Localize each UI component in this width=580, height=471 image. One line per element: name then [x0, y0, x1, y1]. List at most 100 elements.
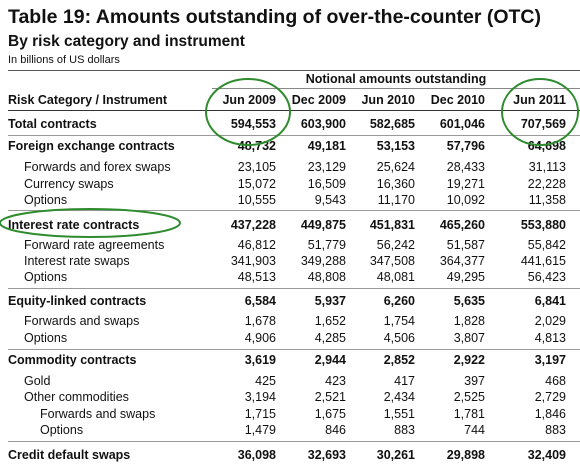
cell: 1,846: [534, 407, 566, 421]
cell: 1,479: [244, 423, 276, 437]
row-label: Options: [24, 270, 68, 284]
subtitle: By risk category and instrument: [8, 33, 245, 50]
cell: 29,898: [446, 448, 485, 462]
cell: 31,113: [528, 160, 566, 174]
cell: 397: [464, 374, 485, 388]
row-label: Forwards and swaps: [24, 314, 140, 328]
cell: 449,875: [300, 218, 346, 232]
rule: [8, 135, 580, 136]
section-label: Credit default swaps: [8, 448, 131, 462]
cell: 441,615: [520, 254, 566, 268]
cell: 36,098: [237, 448, 276, 462]
cell: 744: [464, 423, 485, 437]
cell: 582,685: [369, 117, 415, 131]
column-header: Risk Category / Instrument: [8, 93, 168, 107]
cell: 601,046: [439, 117, 485, 131]
cell: 32,409: [527, 448, 566, 462]
row-label: Interest rate swaps: [24, 254, 130, 268]
row-label: Options: [40, 423, 84, 437]
rule: [8, 349, 580, 350]
cell: 22,228: [527, 177, 566, 191]
cell: 707,569: [520, 117, 566, 131]
row-label: Gold: [24, 374, 51, 388]
cell: 1,754: [383, 314, 415, 328]
highlight-ellipse: [501, 78, 579, 146]
unit-note: In billions of US dollars: [8, 54, 120, 66]
cell: 425: [255, 374, 276, 388]
section-label: Commodity contracts: [8, 353, 137, 367]
cell: 1,828: [453, 314, 485, 328]
rule: [8, 70, 580, 71]
cell: 883: [394, 423, 415, 437]
cell: 2,521: [314, 390, 346, 404]
cell: 16,360: [376, 177, 415, 191]
cell: 55,842: [527, 238, 566, 252]
cell: 32,693: [307, 448, 346, 462]
cell: 48,081: [376, 270, 415, 284]
column-header: Dec 2010: [430, 93, 485, 107]
cell: 437,228: [230, 218, 276, 232]
cell: 1,781: [453, 407, 485, 421]
cell: 465,260: [439, 218, 485, 232]
cell: 883: [545, 423, 566, 437]
row-label: Options: [24, 331, 68, 345]
cell: 9,543: [314, 193, 346, 207]
row-label: Other commodities: [24, 390, 129, 404]
row-label: Options: [24, 193, 68, 207]
rule: [8, 288, 580, 289]
cell: 3,807: [453, 331, 485, 345]
cell: 364,377: [439, 254, 485, 268]
cell: 56,242: [376, 238, 415, 252]
cell: 347,508: [369, 254, 415, 268]
highlight-ellipse: [205, 78, 291, 146]
section-label: Interest rate contracts: [8, 218, 140, 232]
cell: 30,261: [376, 448, 415, 462]
cell: 16,509: [307, 177, 346, 191]
cell: 1,652: [314, 314, 346, 328]
section-label: Foreign exchange contracts: [8, 139, 175, 153]
cell: 48,513: [237, 270, 276, 284]
cell: 4,813: [534, 331, 566, 345]
cell: 1,678: [244, 314, 276, 328]
cell: 603,900: [300, 117, 346, 131]
cell: 1,715: [244, 407, 276, 421]
cell: 2,434: [383, 390, 415, 404]
rule: [8, 110, 580, 111]
cell: 19,271: [446, 177, 485, 191]
cell: 49,295: [446, 270, 485, 284]
cell: 2,944: [314, 353, 346, 367]
cell: 594,553: [230, 117, 276, 131]
cell: 28,433: [446, 160, 485, 174]
cell: 10,555: [237, 193, 276, 207]
column-header: Dec 2009: [291, 93, 346, 107]
cell: 3,197: [534, 353, 566, 367]
column-header: Jun 2010: [361, 93, 415, 107]
group-header: Notional amounts outstanding: [305, 72, 487, 86]
cell: 3,194: [244, 390, 276, 404]
cell: 1,675: [314, 407, 346, 421]
cell: 49,181: [307, 139, 346, 153]
cell: 51,587: [446, 238, 485, 252]
cell: 468: [545, 374, 566, 388]
cell: 2,729: [534, 390, 566, 404]
row-label: Forwards and forex swaps: [24, 160, 171, 174]
cell: 11,170: [377, 193, 415, 207]
cell: 11,358: [528, 193, 566, 207]
cell: 56,423: [527, 270, 566, 284]
cell: 4,906: [244, 331, 276, 345]
cell: 846: [325, 423, 346, 437]
row-label: Currency swaps: [24, 177, 114, 191]
rule: [212, 88, 580, 89]
section-label: Equity-linked contracts: [8, 294, 147, 308]
cell: 553,880: [520, 218, 566, 232]
cell: 51,779: [307, 238, 346, 252]
cell: 451,831: [369, 218, 415, 232]
cell: 341,903: [230, 254, 276, 268]
cell: 2,029: [534, 314, 566, 328]
cell: 57,796: [446, 139, 485, 153]
column-header: Jun 2011: [513, 93, 566, 107]
cell: 23,105: [237, 160, 276, 174]
cell: 25,624: [376, 160, 415, 174]
cell: 423: [325, 374, 346, 388]
cell: 5,937: [314, 294, 346, 308]
